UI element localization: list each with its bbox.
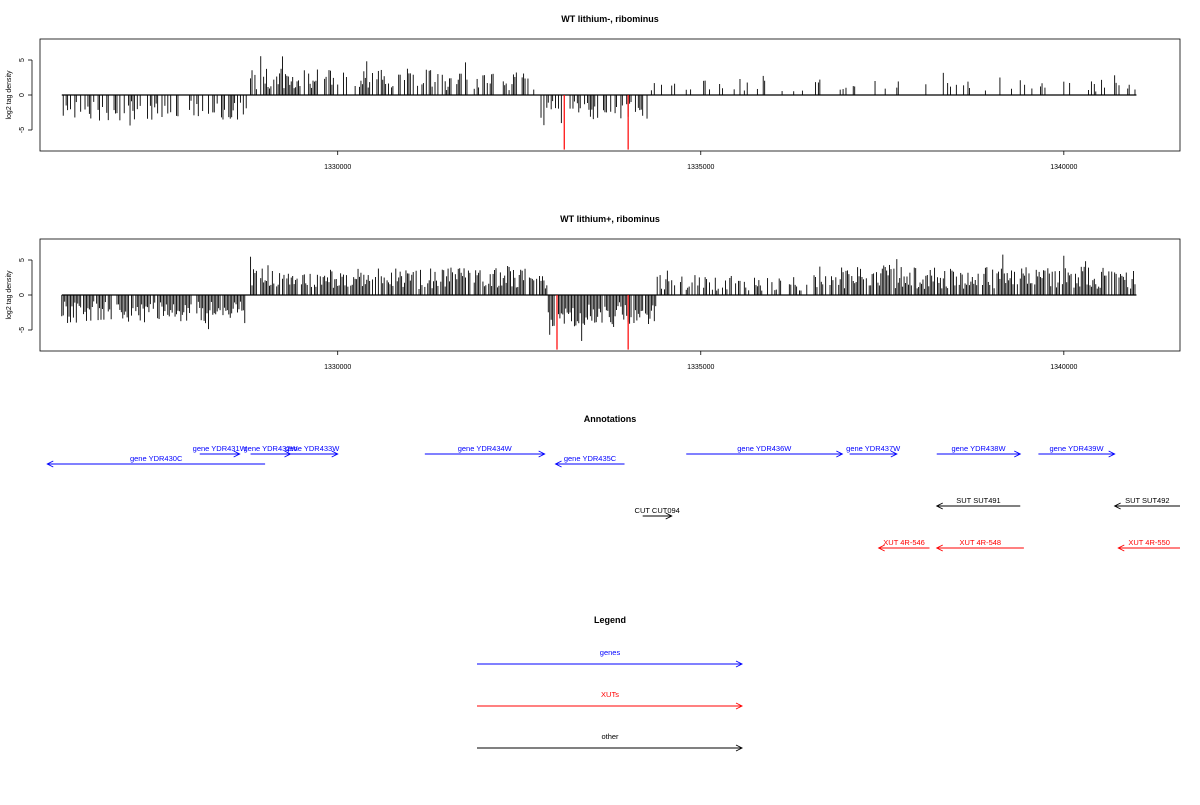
- feature-label: XUT 4R-550: [1128, 538, 1170, 547]
- annotations-title: Annotations: [584, 414, 637, 424]
- x-axis: 1330000 1335000 1340000: [324, 151, 1078, 171]
- arrowhead-icon: [665, 512, 673, 520]
- arrowhead-icon: [554, 460, 562, 468]
- feature-label: gene YDR439W: [1049, 444, 1104, 453]
- y-axis-label: log2 tag density: [6, 70, 13, 120]
- feature-label: SUT SUT492: [1125, 496, 1169, 505]
- feature-label: gene YDR438W: [951, 444, 1006, 453]
- y-tick-label: 0: [19, 93, 26, 97]
- annotation-feature: gene YDR431W: [193, 444, 248, 458]
- y-axis-label: log2 tag density: [6, 270, 13, 320]
- legend-entry: other: [477, 732, 744, 752]
- feature-label: gene YDR437W: [846, 444, 901, 453]
- annotation-feature: SUT SUT492: [1113, 496, 1180, 510]
- annotation-feature: gene YDR433W: [285, 444, 340, 458]
- x-axis: 1330000 1335000 1340000: [324, 351, 1078, 371]
- y-axis: -5 0 5: [19, 58, 33, 133]
- feature-label: gene YDR436W: [737, 444, 792, 453]
- x-tick-label: 1340000: [1050, 164, 1077, 171]
- panel-title: WT lithium+, ribominus: [560, 214, 660, 224]
- arrowhead-icon: [1117, 544, 1125, 552]
- x-tick-label: 1340000: [1050, 364, 1077, 371]
- x-tick-label: 1335000: [687, 364, 714, 371]
- annotation-feature: gene YDR438W: [936, 444, 1022, 458]
- y-tick-label: 5: [19, 258, 26, 262]
- density-bars: [61, 56, 1137, 150]
- annotation-feature: XUT 4R-550: [1117, 538, 1180, 552]
- panel-lithium-plus: WT lithium+, ribominus log2 tag density …: [6, 214, 1181, 371]
- annotation-feature: XUT 4R-546: [877, 538, 930, 552]
- plot-frame: [39, 238, 1181, 352]
- annotation-feature: gene YDR435C: [554, 454, 625, 468]
- arrowhead-icon: [331, 450, 339, 458]
- arrowhead-icon: [735, 744, 744, 752]
- annotation-feature: SUT SUT491: [935, 496, 1021, 510]
- y-tick-label: -5: [19, 127, 26, 133]
- arrowhead-icon: [46, 460, 54, 468]
- legend-label: other: [601, 732, 619, 741]
- legend-title: Legend: [594, 615, 626, 625]
- arrowhead-icon: [1108, 450, 1116, 458]
- legend-label: genes: [600, 648, 621, 657]
- arrowhead-icon: [538, 450, 546, 458]
- feature-label: gene YDR434W: [458, 444, 513, 453]
- annotation-feature: gene YDR436W: [686, 444, 844, 458]
- annotation-feature: XUT 4R-548: [935, 538, 1024, 552]
- annotation-feature: CUT CUT094: [635, 506, 680, 520]
- legend-entry: genes: [477, 648, 744, 668]
- feature-label: gene YDR435C: [564, 454, 617, 463]
- legend-entries: genes XUTs other: [477, 648, 744, 752]
- feature-label: XUT 4R-548: [960, 538, 1002, 547]
- feature-label: SUT SUT491: [956, 496, 1000, 505]
- y-tick-label: 5: [19, 58, 26, 62]
- feature-label: XUT 4R-546: [883, 538, 925, 547]
- panel-title: WT lithium-, ribominus: [561, 14, 659, 24]
- arrowhead-icon: [877, 544, 885, 552]
- y-tick-label: -5: [19, 327, 26, 333]
- x-tick-label: 1330000: [324, 164, 351, 171]
- legend-panel: Legend genes XUTs other: [477, 615, 744, 752]
- legend-entry: XUTs: [477, 690, 744, 710]
- arrowhead-icon: [233, 450, 241, 458]
- feature-label: gene YDR433W: [285, 444, 340, 453]
- arrowhead-icon: [836, 450, 844, 458]
- feature-label: gene YDR430C: [130, 454, 183, 463]
- annotation-feature: gene YDR439W: [1038, 444, 1116, 458]
- feature-label: CUT CUT094: [635, 506, 680, 515]
- legend-label: XUTs: [601, 690, 619, 699]
- x-tick-label: 1330000: [324, 364, 351, 371]
- feature-label: gene YDR432W: [244, 444, 299, 453]
- arrowhead-icon: [735, 702, 744, 710]
- arrowhead-icon: [1113, 502, 1121, 510]
- y-tick-label: 0: [19, 293, 26, 297]
- annotation-feature: gene YDR434W: [424, 444, 546, 458]
- panel-lithium-minus: WT lithium-, ribominus log2 tag density …: [6, 14, 1181, 171]
- arrowhead-icon: [935, 502, 943, 510]
- y-axis: -5 0 5: [19, 258, 33, 333]
- arrowhead-icon: [1014, 450, 1022, 458]
- arrowhead-icon: [735, 660, 744, 668]
- feature-label: gene YDR431W: [193, 444, 248, 453]
- x-tick-label: 1335000: [687, 164, 714, 171]
- plot-frame: [39, 38, 1181, 152]
- arrowhead-icon: [890, 450, 898, 458]
- density-bars: [61, 254, 1137, 350]
- annotation-feature: gene YDR437W: [846, 444, 901, 458]
- arrowhead-icon: [935, 544, 943, 552]
- annotation-feature: gene YDR430C: [46, 454, 266, 468]
